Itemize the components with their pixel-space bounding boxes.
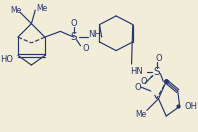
- Text: S: S: [153, 67, 160, 77]
- Text: O: O: [141, 77, 147, 86]
- Text: O: O: [70, 19, 77, 28]
- Text: Me: Me: [136, 110, 147, 119]
- Text: OH: OH: [185, 102, 198, 111]
- Text: O: O: [134, 83, 141, 92]
- Text: Me: Me: [36, 4, 48, 13]
- Text: HN: HN: [130, 67, 143, 76]
- Text: S: S: [70, 32, 77, 42]
- Text: O: O: [83, 44, 90, 53]
- Text: O: O: [155, 54, 162, 63]
- Text: Me: Me: [10, 6, 22, 15]
- Text: NH: NH: [89, 30, 101, 39]
- Text: HO: HO: [0, 55, 13, 64]
